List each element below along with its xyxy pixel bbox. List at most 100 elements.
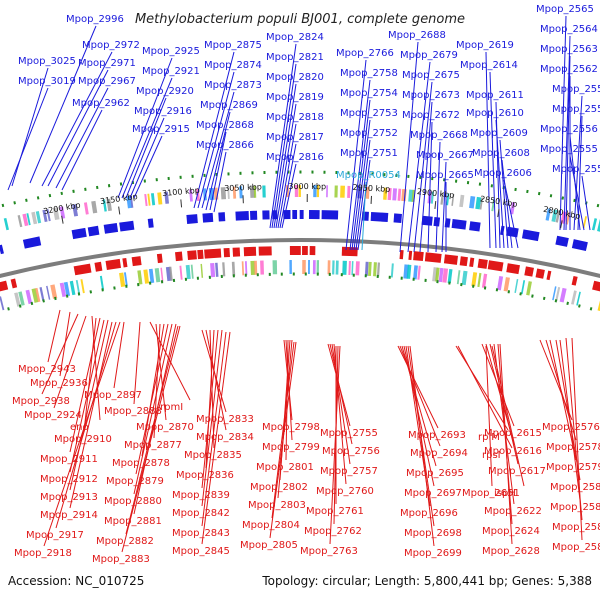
cog-band-outer	[316, 185, 320, 198]
forward-gene	[103, 222, 119, 234]
gene-label-forward: Mpop_2821	[266, 52, 324, 63]
gene-label-reverse: Mpop_2912	[40, 474, 98, 485]
cog-band-inner	[75, 279, 81, 295]
genome-rings	[0, 170, 600, 313]
cog-band-inner	[390, 263, 394, 278]
gene-label-forward-leader	[55, 87, 109, 189]
gene-label-reverse-leader	[141, 323, 165, 457]
gene-label-reverse: Mpop_2878	[112, 458, 170, 469]
gene-label-reverse: Mpop_2910	[54, 434, 112, 445]
gene-label-reverse-leader	[269, 341, 297, 539]
cog-band-outer	[42, 209, 48, 223]
cog-band-inner	[250, 260, 256, 275]
cog-band-outer	[3, 217, 9, 231]
gene-label-forward-leader	[29, 25, 97, 184]
gene-label-forward-leader	[281, 163, 297, 229]
gene-label-reverse: Mpop_2924	[24, 410, 82, 421]
cog-band-outer	[46, 209, 51, 222]
gene-label-reverse-leader	[55, 321, 117, 529]
cog-band-inner	[335, 260, 339, 275]
gene-label-forward-leader	[399, 41, 419, 253]
cog-band-inner	[413, 265, 418, 280]
gene-label-forward-leader	[11, 67, 49, 187]
cog-band-inner	[185, 264, 191, 280]
forward-gene	[262, 210, 270, 220]
gene-label-forward: Mpop_2609	[470, 128, 528, 139]
gene-label-forward-leader	[279, 143, 297, 229]
gene-label-forward-leader	[121, 77, 173, 199]
cog-band-outer	[157, 192, 163, 205]
cog-band-outer	[401, 188, 407, 202]
gene-label-reverse: Mpop_2843	[172, 528, 230, 539]
forward-gene	[119, 220, 135, 232]
gene-label-reverse: Mpop_2833	[196, 414, 254, 425]
gene-label-forward: Mpop_2866	[196, 140, 254, 151]
gene-label-forward: Mpop_2818	[266, 112, 324, 123]
gene-label-reverse-leader	[121, 325, 181, 553]
gene-label-forward: Mpop_2555	[540, 144, 598, 155]
cog-band-inner	[244, 261, 248, 276]
reverse-gene	[413, 251, 424, 262]
gene-label-forward-leader	[489, 71, 497, 249]
gene-label-reverse-leader	[41, 313, 79, 395]
cog-band-inner	[215, 262, 219, 277]
cog-band-inner	[351, 261, 354, 276]
scale-tick-label: 2950 kbp	[352, 183, 390, 194]
gene-label-reverse: Mpop_2880	[104, 496, 162, 507]
gene-label-forward: Mpop_2675	[402, 70, 460, 81]
gene-label-forward-leader	[205, 111, 231, 211]
gene-label-forward: Mpop_2563	[540, 44, 598, 55]
cog-band-outer	[72, 204, 79, 217]
cog-band-outer	[555, 210, 561, 223]
scale-tick-label: 2900 kbp	[416, 187, 454, 200]
gene-label-forward: Mpop_2766	[336, 48, 394, 59]
cog-band-inner	[559, 287, 567, 303]
cog-band-inner	[25, 289, 33, 305]
cog-band-outer	[17, 214, 23, 228]
gene-label-forward-leader	[565, 55, 571, 231]
cog-band-inner	[190, 264, 194, 279]
forward-gene	[421, 215, 433, 226]
forward-gene	[308, 210, 320, 220]
gene-label-forward: Mpop_2915	[132, 124, 190, 135]
gene-label-forward-leader	[47, 69, 109, 187]
gene-label-forward-leader	[569, 155, 585, 231]
cog-band-inner	[461, 270, 468, 286]
gene-label-forward-leader	[503, 179, 519, 249]
gene-label-reverse: Mpop_2580	[550, 482, 600, 493]
cog-band-outer	[59, 206, 66, 219]
gene-label-forward: Mpop_2752	[340, 128, 398, 139]
gene-label-reverse-leader	[205, 329, 215, 469]
gene-label-reverse-leader	[201, 331, 227, 527]
forward-gene	[506, 226, 519, 238]
gene-label-reverse-leader	[409, 345, 435, 547]
gene-label-reverse: Mpop_2917	[26, 530, 84, 541]
cog-band-outer	[334, 185, 338, 198]
cog-band-outer	[91, 200, 98, 214]
cog-band-inner	[272, 260, 278, 275]
cog-band-inner	[355, 261, 360, 276]
cog-band-inner	[327, 260, 331, 275]
gene-label-forward-leader	[361, 181, 367, 251]
gene-label-forward: Mpop_2558	[552, 84, 600, 95]
gene-label-reverse: Mpop_2760	[316, 486, 374, 497]
forward-gene	[218, 212, 226, 222]
reverse-gene	[94, 261, 103, 272]
reverse-gene	[524, 266, 534, 277]
cog-band-outer	[150, 193, 156, 206]
gene-label-forward-leader	[193, 51, 235, 209]
gene-label-reverse: Mpop_2757	[320, 466, 378, 477]
gene-label-forward-leader	[275, 103, 297, 229]
gene-label-forward: Mpop_2820	[266, 72, 324, 83]
cog-band-outer	[102, 199, 107, 212]
gene-label-reverse: Mpop_2576	[542, 422, 600, 433]
gene-label-reverse-leader	[83, 317, 97, 433]
gene-label-reverse: rpmI	[160, 402, 183, 413]
gene-label-reverse: ispH	[494, 488, 516, 499]
cog-band-inner	[123, 272, 128, 287]
cog-band-inner	[552, 286, 557, 301]
gene-label-reverse-leader	[43, 321, 121, 547]
gene-label-reverse: rplM	[478, 432, 500, 443]
gene-label-reverse: Mpop_2585	[552, 542, 600, 553]
cog-band-inner	[342, 260, 347, 275]
